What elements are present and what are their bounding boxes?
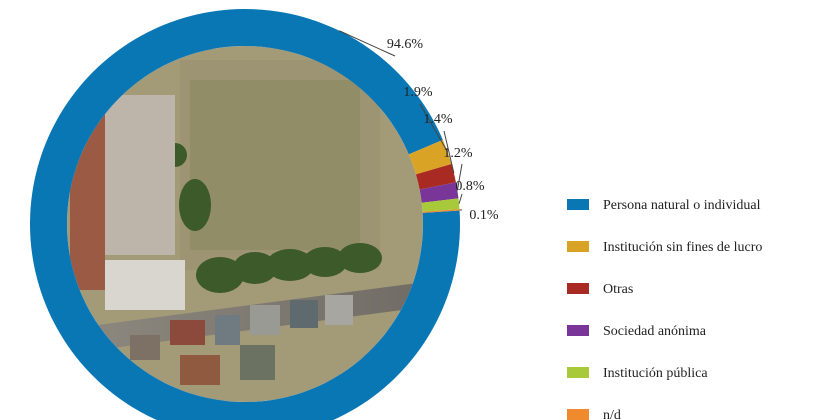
legend-item-nd: n/d <box>567 408 621 420</box>
legend-swatch <box>567 199 589 210</box>
legend-swatch <box>567 241 589 252</box>
pct-label-institucion-sin-fines: 1.9% <box>403 85 433 100</box>
legend-swatch <box>567 409 589 420</box>
legend-label: Otras <box>603 282 633 297</box>
leader-line <box>456 163 463 191</box>
legend-swatch <box>567 283 589 294</box>
legend: Persona natural o individual Institución … <box>567 198 762 420</box>
slice-institucion-sin-fines <box>408 139 452 175</box>
slice-nd <box>422 209 460 213</box>
legend-swatch <box>567 325 589 336</box>
legend-label: Institución sin fines de lucro <box>603 240 762 255</box>
slice-otras <box>415 164 456 190</box>
leader-line <box>443 130 455 174</box>
legend-label: n/d <box>603 408 621 420</box>
pct-label-institucion-publica: 0.8% <box>455 179 485 194</box>
legend-item-institucion-sin-fines: Institución sin fines de lucro <box>567 240 762 255</box>
pct-label-nd: 0.1% <box>469 208 499 223</box>
pct-label-otras: 1.4% <box>423 112 453 127</box>
label-leader-lines <box>339 30 463 211</box>
slice-institucion-publica <box>421 198 460 212</box>
legend-label: Persona natural o individual <box>603 198 761 213</box>
pct-label-persona-natural: 94.6% <box>387 37 424 52</box>
legend-label: Sociedad anónima <box>603 324 707 339</box>
legend-item-otras: Otras <box>567 282 633 297</box>
percentage-labels: 94.6% 1.9% 1.4% 1.2% 0.8% 0.1% <box>387 37 499 223</box>
slice-sociedad-anonima <box>419 182 459 203</box>
pct-label-sociedad-anonima: 1.2% <box>443 146 473 161</box>
leader-line <box>419 103 448 153</box>
legend-item-sociedad-anonima: Sociedad anónima <box>567 324 707 339</box>
legend-item-persona-natural: Persona natural o individual <box>567 198 761 213</box>
legend-swatch <box>567 367 589 378</box>
legend-label: Institución pública <box>603 366 708 381</box>
leader-line <box>458 193 463 204</box>
leader-line <box>339 30 396 57</box>
legend-item-institucion-publica: Institución pública <box>567 366 708 381</box>
donut-slices <box>30 9 460 420</box>
aerial-photo <box>67 46 423 402</box>
